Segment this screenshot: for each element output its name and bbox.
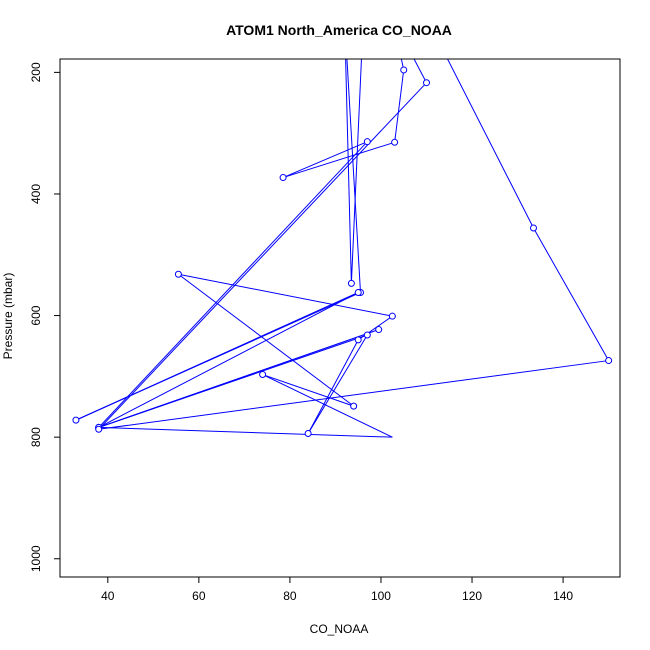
x-tick-label-3: 100	[371, 589, 391, 603]
series-0-segment-18	[282, 141, 368, 179]
plot-data-layer	[72, 59, 613, 438]
series-0-point-15	[259, 371, 267, 379]
series-0-segment-22	[413, 59, 427, 83]
y-tick-label-1: 400	[29, 184, 43, 204]
series-0-segment-5	[98, 292, 359, 428]
series-0-point-13	[174, 270, 182, 278]
series-0-point-20	[391, 138, 399, 146]
series-0-point-5	[354, 288, 362, 296]
series-0-point-14	[350, 402, 358, 410]
series-0-point-19	[279, 174, 287, 182]
y-tick-label-0: 200	[29, 62, 43, 82]
series-0-point-1	[347, 279, 355, 287]
series-0-point-24	[95, 425, 103, 433]
plot-frame	[59, 58, 621, 578]
y-tick-label-3: 800	[29, 427, 43, 447]
x-tick-label-2: 80	[283, 589, 297, 603]
series-0-segment-16	[98, 426, 393, 438]
series-0-point-10	[304, 430, 312, 438]
series-0-segment-14	[262, 374, 354, 407]
series-0-segment-24	[98, 360, 609, 430]
series-0-segment-25	[533, 227, 610, 361]
x-tick-label-0: 40	[101, 589, 115, 603]
series-0-segment-23	[98, 82, 427, 430]
series-0-point-21	[400, 66, 408, 74]
y-axis-label: Pressure (mbar)	[1, 273, 15, 360]
series-0-point-11	[354, 336, 362, 344]
series-0-point-7	[375, 326, 383, 334]
series-0-segment-21	[400, 59, 405, 71]
series-0-segment-2	[346, 59, 361, 293]
series-0-segment-17	[98, 141, 368, 428]
series-0-point-18	[363, 138, 371, 146]
series-0-segment-11	[357, 315, 393, 341]
series-0-segment-26	[446, 59, 534, 229]
series-0-segment-15	[262, 374, 393, 438]
series-0-segment-12	[178, 273, 393, 317]
series-0-point-12	[388, 312, 396, 320]
axes-layer: 40 60 80 100 120 140 200 400 600 800 1000	[29, 62, 573, 603]
y-tick-label-2: 600	[29, 305, 43, 325]
x-axis-label: CO_NOAA	[310, 622, 369, 636]
series-0-segment-8	[98, 334, 368, 428]
chart-title: ATOM1 North_America CO_NOAA	[226, 22, 452, 38]
series-0-segment-9	[307, 334, 368, 434]
series-0-segment-20	[394, 69, 405, 143]
series-0-segment-13	[178, 273, 354, 407]
x-tick-label-1: 60	[192, 589, 206, 603]
series-0-point-23	[423, 79, 431, 87]
series-0-point-4	[72, 416, 80, 424]
series-0-segment-19	[282, 141, 395, 179]
series-0-point-26	[529, 224, 537, 232]
series-0-point-9	[363, 331, 371, 339]
series-0-segment-1	[345, 59, 352, 284]
x-tick-label-5: 140	[553, 589, 573, 603]
series-0-point-25	[605, 357, 613, 365]
series-0-segment-10	[307, 339, 359, 434]
x-tick-label-4: 120	[462, 589, 482, 603]
series-0-segment-4	[75, 292, 359, 421]
y-tick-label-4: 1000	[29, 545, 43, 572]
